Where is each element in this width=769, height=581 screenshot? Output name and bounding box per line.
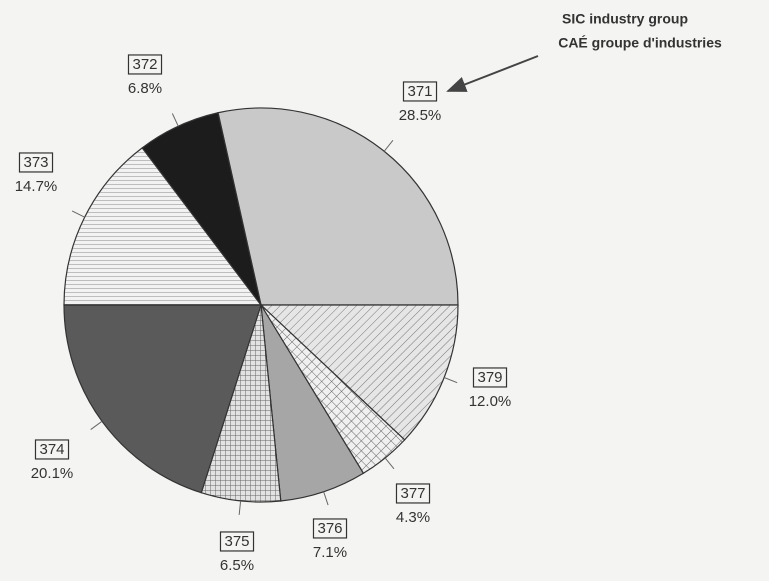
pie-slice [217, 107, 459, 306]
category-box [312, 518, 348, 539]
slice-value-label: 20.1% [31, 465, 74, 482]
category-box [402, 81, 438, 102]
slice-value-label: 14.7% [15, 178, 58, 195]
slice-value-label: 6.5% [220, 557, 254, 574]
annotation: SIC industry group [562, 11, 688, 27]
slice-value-label: 7.1% [313, 544, 347, 561]
category-box [472, 367, 508, 388]
slice-value-label: 6.8% [128, 80, 162, 97]
slice-category: 374 [39, 441, 64, 458]
category-box [219, 531, 255, 552]
annotation: CAÉ groupe d'industries [558, 35, 722, 51]
pie-slice [259, 304, 459, 441]
leader-line [171, 113, 179, 127]
leader-line [238, 500, 242, 515]
slice-category: 376 [317, 520, 342, 537]
leader-line [71, 210, 85, 218]
slice-category: 372 [132, 56, 157, 73]
category-box [18, 152, 54, 173]
category-box [127, 54, 163, 75]
slice-category: 373 [23, 154, 48, 171]
leader-line [323, 491, 329, 506]
leader-line [90, 420, 103, 430]
category-box [34, 439, 70, 460]
leader-line [383, 140, 394, 152]
leader-line [443, 377, 458, 384]
slice-category: 375 [224, 533, 249, 550]
slice-category: 379 [477, 369, 502, 386]
slice-value-label: 4.3% [396, 509, 430, 526]
slice-category: 371 [407, 83, 432, 100]
category-box [395, 483, 431, 504]
leader-line [384, 457, 395, 470]
slice-category: 377 [400, 485, 425, 502]
annotation-arrow [446, 55, 539, 92]
slice-value-label: 28.5% [399, 107, 442, 124]
slice-value-label: 12.0% [469, 393, 512, 410]
